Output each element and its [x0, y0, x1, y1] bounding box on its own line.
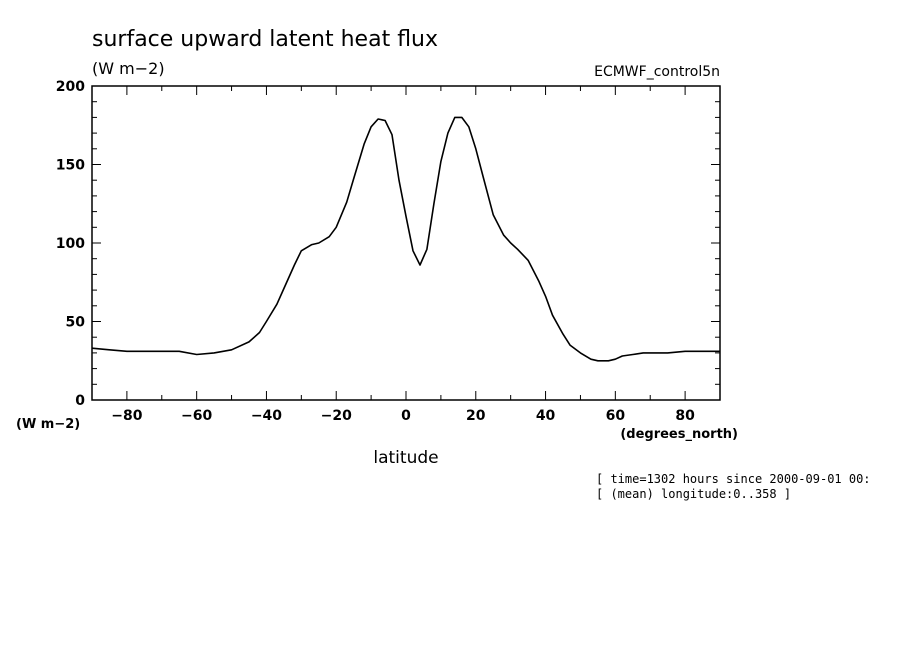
- plot-frame: [91, 85, 721, 401]
- x-tick-labels: −80 −60 −40 −20 0 20 40 60 80: [111, 408, 695, 424]
- y-axis-label: (W m−2): [16, 417, 80, 432]
- y-tick-label: 200: [56, 79, 85, 95]
- axis-ticks: [91, 85, 721, 401]
- chart-units: (W m−2): [92, 59, 165, 78]
- time-note: [ time=1302 hours since 2000-09-01 00:: [596, 472, 871, 486]
- x-tick-label: −20: [321, 408, 352, 424]
- chart-title: surface upward latent heat flux: [92, 27, 438, 52]
- y-tick-label: 50: [66, 315, 86, 331]
- y-tick-label: 150: [56, 158, 85, 174]
- x-tick-label: 0: [401, 408, 411, 424]
- y-tick-label: 0: [75, 393, 85, 409]
- x-tick-label: −40: [251, 408, 282, 424]
- x-axis-label: latitude: [373, 448, 438, 468]
- longitude-note: [ (mean) longitude:0..358 ]: [596, 487, 791, 501]
- x-tick-label: 20: [466, 408, 486, 424]
- x-tick-label: −80: [111, 408, 142, 424]
- x-tick-label: 40: [536, 408, 556, 424]
- x-tick-label: 60: [606, 408, 626, 424]
- x-tick-label: −60: [181, 408, 212, 424]
- y-tick-label: 100: [56, 236, 85, 252]
- y-tick-labels: 0 50 100 150 200: [56, 79, 85, 409]
- x-axis-units: (degrees_north): [620, 427, 738, 442]
- x-tick-label: 80: [675, 408, 695, 424]
- chart-source: ECMWF_control5n: [594, 64, 720, 80]
- series-line: [91, 116, 720, 362]
